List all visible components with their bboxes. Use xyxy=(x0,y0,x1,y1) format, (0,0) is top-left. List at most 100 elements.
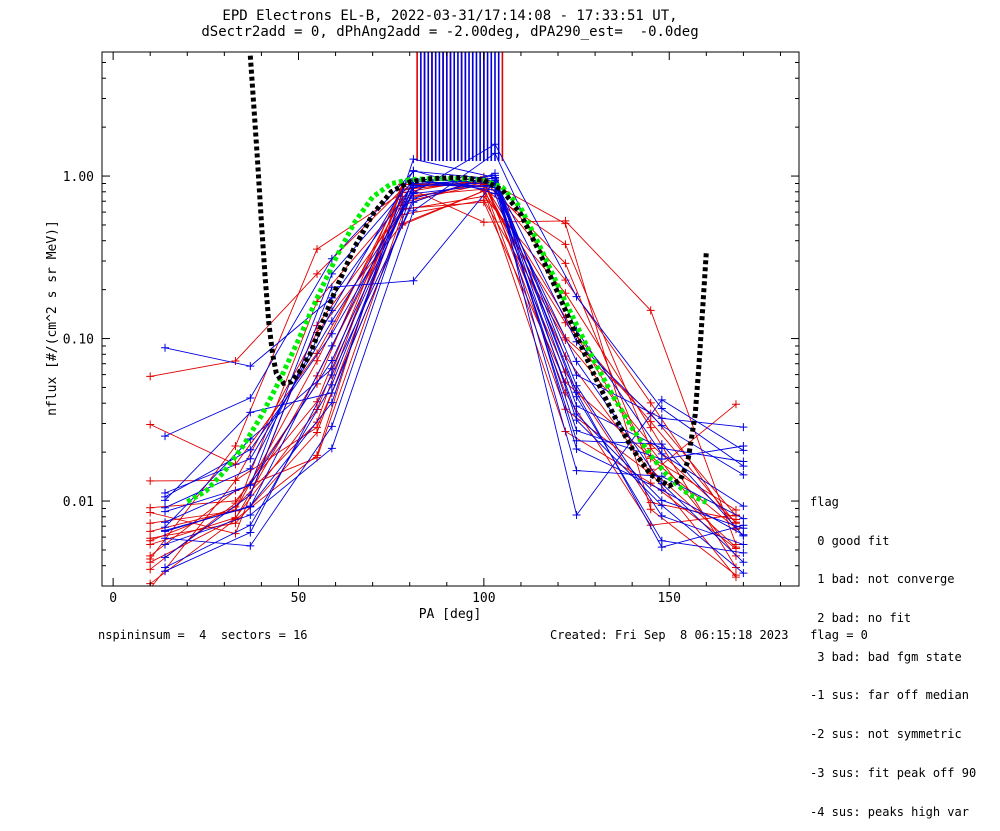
data-point xyxy=(572,371,581,380)
y-tick-label: 0.01 xyxy=(63,495,94,510)
x-tick-label: 50 xyxy=(291,591,307,606)
x-tick-label: 150 xyxy=(657,591,680,606)
black-fit-curve xyxy=(247,55,709,489)
y-axis-label: nflux [#/(cm^2 s sr MeV)] xyxy=(45,220,60,416)
legend-item: -1 sus: far off median xyxy=(810,688,969,703)
saturated-bars xyxy=(416,52,504,162)
y-tick-label: 1.00 xyxy=(63,170,94,185)
data-point xyxy=(231,476,240,485)
data-point xyxy=(246,541,255,550)
chart-title: EPD Electrons EL-B, 2022-03-31/17:14:08 … xyxy=(222,8,678,24)
data-point xyxy=(246,521,255,530)
legend-item: -3 sus: fit peak off 90 xyxy=(810,765,977,780)
x-tick-label: 0 xyxy=(109,591,117,606)
data-point xyxy=(657,472,666,481)
data-point xyxy=(739,558,748,567)
green-fit-curve xyxy=(186,176,708,505)
data-point xyxy=(231,442,240,451)
red-series-line xyxy=(150,178,737,576)
data-point xyxy=(146,508,155,517)
data-point xyxy=(327,444,336,453)
blue-series-line xyxy=(164,152,744,545)
legend-item: -2 sus: not symmetric xyxy=(810,727,962,742)
data-point xyxy=(146,372,155,381)
data-point xyxy=(161,343,170,352)
blue-series-line xyxy=(164,184,744,523)
data-point xyxy=(490,149,499,158)
data-point xyxy=(657,404,666,413)
data-point xyxy=(327,356,336,365)
data-point xyxy=(161,432,170,441)
data-point xyxy=(731,400,740,409)
data-point xyxy=(657,536,666,545)
blue-series-line xyxy=(164,172,744,572)
data-point xyxy=(739,531,748,540)
data-point xyxy=(313,451,322,460)
red-series-line xyxy=(151,190,737,586)
data-point xyxy=(246,393,255,402)
data-point xyxy=(479,218,488,227)
legend-item: 2 bad: no fit xyxy=(810,610,912,625)
data-point xyxy=(246,464,255,473)
data-point xyxy=(246,502,255,511)
data-point xyxy=(657,414,666,423)
red-series-line xyxy=(149,201,737,563)
data-point xyxy=(246,528,255,537)
data-point xyxy=(739,502,748,511)
data-point xyxy=(313,349,322,358)
data-point xyxy=(409,166,418,175)
data-point xyxy=(161,496,170,505)
blue-series-line xyxy=(164,180,744,558)
data-point xyxy=(739,540,748,549)
data-point xyxy=(561,259,570,268)
data-point xyxy=(572,392,581,401)
data-point xyxy=(231,356,240,365)
data-point xyxy=(657,511,666,520)
data-point xyxy=(246,480,255,489)
data-point xyxy=(739,462,748,471)
blue-series-line xyxy=(164,183,744,548)
footer-right: Created: Fri Sep 8 06:15:18 2023 flag = … xyxy=(550,628,868,642)
red-series-line xyxy=(149,183,737,570)
data-point xyxy=(490,140,499,149)
data-point xyxy=(246,408,255,417)
data-point xyxy=(739,442,748,451)
data-point xyxy=(572,357,581,366)
data-point xyxy=(490,173,499,182)
data-point xyxy=(161,489,170,498)
data-point xyxy=(572,436,581,445)
data-point xyxy=(409,181,418,190)
flag-legend: flag 0 good fit 1 bad: not converge 2 ba… xyxy=(810,470,976,831)
data-point xyxy=(246,362,255,371)
data-point xyxy=(739,548,748,557)
data-point xyxy=(146,536,155,545)
plot-frame xyxy=(101,51,800,587)
data-point xyxy=(561,216,570,225)
data-point xyxy=(327,389,336,398)
chart-subtitle: dSectr2add = 0, dPhAng2add = -2.00deg, d… xyxy=(201,24,699,40)
data-point xyxy=(327,341,336,350)
legend-item: 1 bad: not converge xyxy=(810,572,955,587)
data-point xyxy=(731,573,740,582)
legend-title: flag xyxy=(810,494,839,509)
data-point xyxy=(146,476,155,485)
data-point xyxy=(731,551,740,560)
blue-series-line xyxy=(164,174,744,547)
data-point xyxy=(409,206,418,215)
data-point xyxy=(572,511,581,520)
x-axis-label: PA [deg] xyxy=(419,607,482,622)
data-point xyxy=(313,245,322,254)
x-tick-label: 100 xyxy=(472,591,495,606)
data-point xyxy=(561,388,570,397)
data-point xyxy=(646,505,655,514)
data-point xyxy=(657,485,666,494)
data-point xyxy=(409,276,418,285)
data-point xyxy=(657,455,666,464)
axes xyxy=(101,51,800,587)
data-point xyxy=(246,490,255,499)
blue-series-line xyxy=(164,143,744,494)
data-series xyxy=(146,55,748,586)
data-point xyxy=(739,524,748,533)
data-point xyxy=(490,189,499,198)
data-point xyxy=(657,496,666,505)
